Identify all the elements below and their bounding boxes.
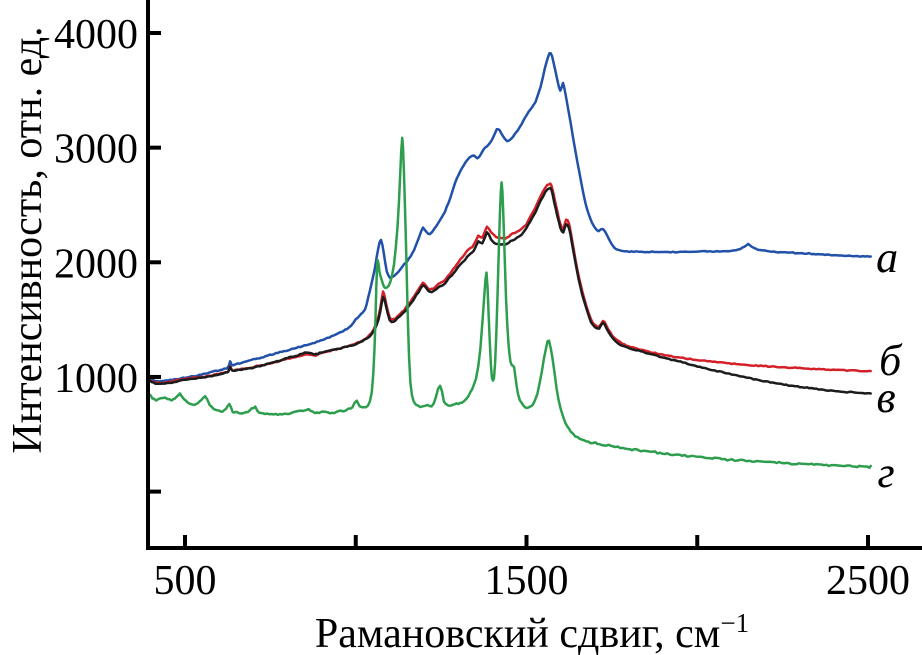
x-tick-label: 1500 [485, 558, 569, 604]
curve-label-b: б [879, 336, 903, 385]
x-axis-title: Рамановский сдвиг, см−1 [292, 600, 772, 655]
spectrum-curve-g [146, 136, 872, 470]
x-axis-title-text: Рамановский сдвиг, см [314, 611, 721, 655]
y-tick-label: 1000 [54, 356, 138, 402]
y-axis-title-text: Интенсивность, отн. ед. [5, 26, 51, 454]
y-tick-label: 3000 [54, 127, 138, 173]
curve-label-a: а [876, 233, 898, 282]
curve-label-v: в [877, 373, 896, 422]
y-axis-title: Интенсивность, отн. ед. [4, 0, 52, 480]
x-axis-title-superscript: −1 [720, 608, 750, 638]
x-tick-label: 500 [154, 558, 217, 604]
y-tick-label: 4000 [54, 12, 138, 58]
x-tick-label: 2500 [826, 558, 910, 604]
spectrum-curve-a [148, 52, 872, 383]
curve-label-g: г [878, 448, 895, 497]
y-tick-label: 2000 [54, 241, 138, 287]
spectrum-curve-v [148, 186, 872, 395]
